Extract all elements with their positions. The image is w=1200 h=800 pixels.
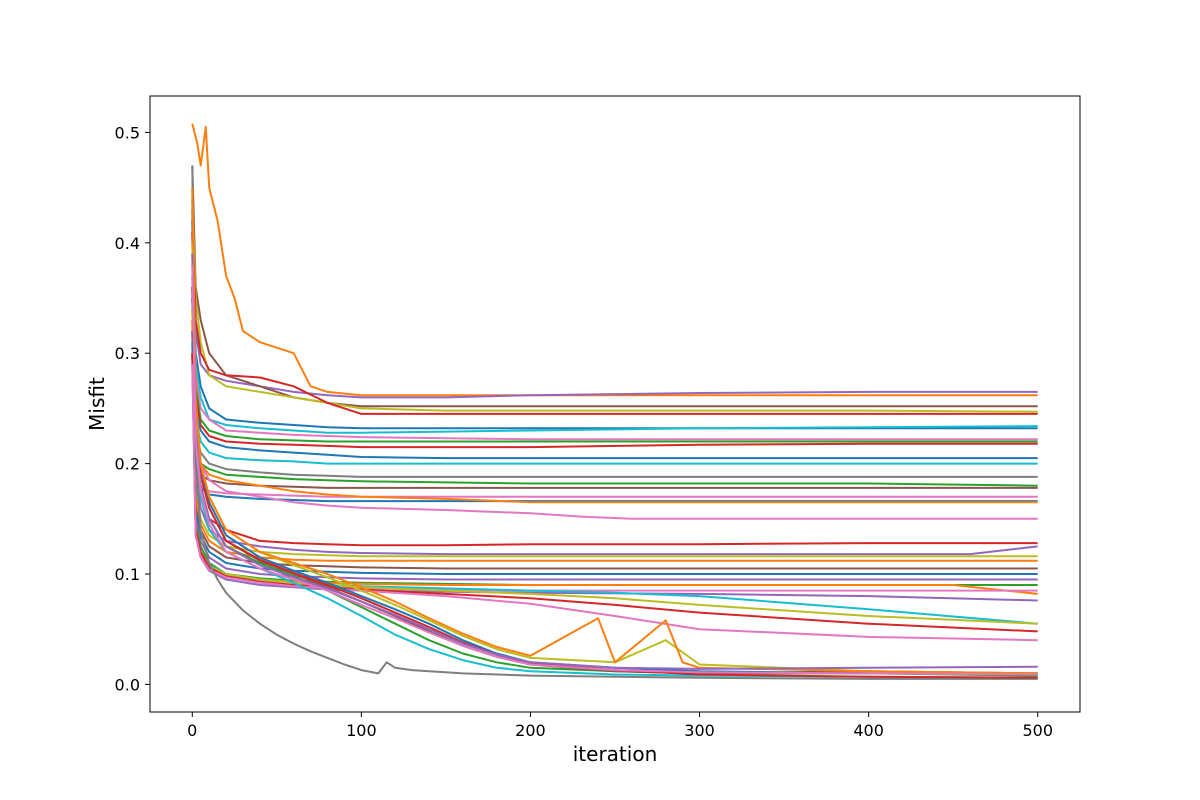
series-line-10 [191, 275, 1038, 449]
x-tick-label: 100 [346, 721, 377, 740]
series-line-19 [191, 297, 1038, 520]
series-line-1 [191, 123, 1038, 397]
y-tick-label: 0.2 [115, 455, 140, 474]
series-line-11 [191, 286, 1038, 460]
series-line-4 [191, 198, 1038, 413]
y-tick-label: 0.4 [115, 234, 140, 253]
x-axis: 0 100 200 300 400 500 [187, 712, 1053, 740]
series-line-6 [191, 242, 1038, 430]
x-tick-label: 0 [187, 721, 197, 740]
series-line-22 [191, 309, 1038, 558]
y-axis: 0.0 0.1 0.2 0.3 0.4 0.5 [115, 123, 150, 694]
series-line-42 [191, 187, 1038, 675]
series-line-13 [191, 309, 1038, 478]
series-line-23 [191, 320, 1038, 562]
y-tick-label: 0.1 [115, 565, 140, 584]
series-line-44 [191, 264, 1038, 676]
series-line-21 [191, 297, 1038, 556]
plot-frame [149, 95, 1081, 713]
series-line-2 [191, 264, 1038, 399]
series-line-26 [191, 353, 1038, 581]
series-line-43 [191, 253, 1038, 670]
series-line-16 [191, 320, 1038, 498]
x-tick-label: 400 [853, 721, 884, 740]
series-line-8 [191, 264, 1038, 441]
series-line-12 [191, 297, 1038, 465]
series-line-3 [191, 165, 1038, 408]
x-tick-label: 300 [684, 721, 715, 740]
x-tick-label: 200 [515, 721, 546, 740]
series-line-35 [191, 165, 1038, 680]
x-axis-label: iteration [573, 742, 658, 766]
series-line-36 [191, 187, 1038, 679]
series-line-20 [191, 286, 1038, 547]
y-tick-label: 0.3 [115, 344, 140, 363]
series-line-5 [191, 220, 1038, 415]
series-line-9 [191, 253, 1038, 443]
series-line-15 [191, 297, 1038, 489]
series-line-14 [191, 286, 1038, 487]
y-tick-label: 0.5 [115, 123, 140, 142]
y-axis-label: Misfit [85, 377, 109, 431]
series-layer [191, 123, 1038, 680]
series-line-27 [191, 353, 1038, 586]
series-line-24 [191, 331, 1038, 570]
series-line-7 [191, 231, 1038, 434]
x-tick-label: 500 [1022, 721, 1053, 740]
y-tick-label: 0.0 [115, 675, 140, 694]
